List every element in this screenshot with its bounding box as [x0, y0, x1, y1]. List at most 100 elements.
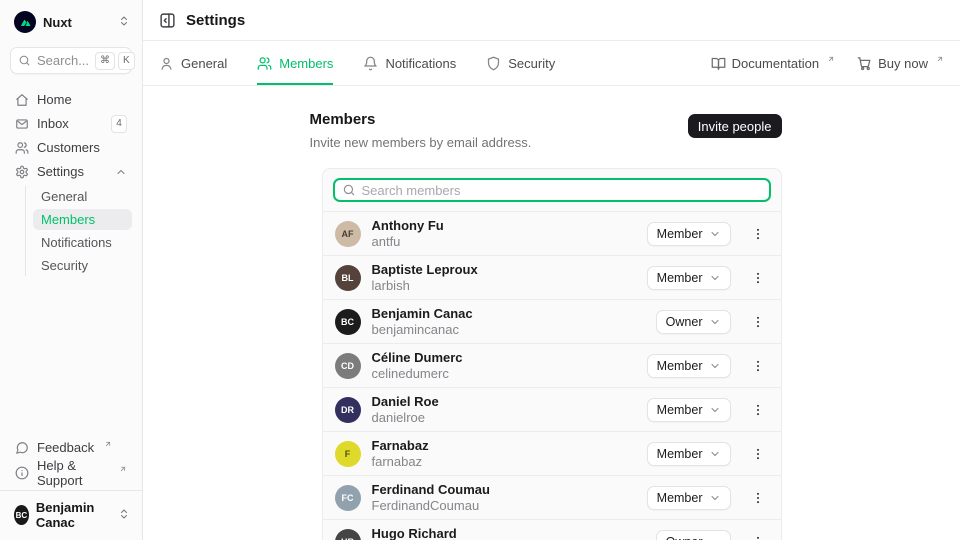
search-icon: [342, 183, 356, 197]
tabs: General Members Notifications Security: [159, 41, 555, 85]
settings-subnav: General Members Notifications Security: [25, 186, 132, 276]
sidebar-nav: Home Inbox 4 Customers Settings General …: [10, 88, 132, 276]
avatar: FC: [334, 484, 361, 511]
tab-members[interactable]: Members: [257, 41, 334, 85]
external-link-icon: [936, 55, 944, 63]
avatar: BL: [334, 264, 361, 291]
role-select[interactable]: Member: [646, 353, 731, 378]
bell-icon: [363, 56, 378, 71]
row-menu-button[interactable]: [747, 530, 769, 540]
info-circle-icon: [15, 466, 29, 480]
book-open-icon: [711, 56, 726, 71]
buy-now-link[interactable]: Buy now: [857, 55, 944, 72]
role-select[interactable]: Member: [646, 485, 731, 510]
member-username: antfu: [371, 234, 401, 249]
workspace-switcher[interactable]: Nuxt: [10, 9, 132, 35]
sidebar-item-home[interactable]: Home: [10, 88, 132, 111]
sidebar-item-label: Home: [37, 92, 72, 107]
sidebar-item-inbox[interactable]: Inbox 4: [10, 112, 132, 135]
member-username: farnabaz: [371, 454, 423, 469]
search-members-field[interactable]: [332, 178, 771, 202]
role-select[interactable]: Owner: [655, 309, 731, 334]
shopping-cart-icon: [857, 56, 872, 71]
sidebar-item-label: Settings: [37, 164, 84, 179]
search-label: Search...: [37, 53, 90, 68]
chevron-down-icon: [709, 228, 721, 240]
tab-label: Members: [279, 55, 334, 71]
role-select[interactable]: Owner: [655, 529, 731, 540]
chevron-up-icon: [115, 166, 127, 178]
chevron-down-icon: [709, 272, 721, 284]
users-icon: [257, 56, 272, 71]
inbox-icon: [15, 117, 29, 131]
user-menu[interactable]: BC Benjamin Canac: [10, 491, 132, 532]
sidebar-item-general[interactable]: General: [41, 189, 88, 204]
feedback-link[interactable]: Feedback: [10, 436, 132, 459]
row-menu-button[interactable]: [747, 354, 769, 378]
role-select[interactable]: Member: [646, 221, 731, 246]
buy-now-label: Buy now: [878, 55, 928, 71]
search-input[interactable]: Search... ⌘ K: [10, 47, 135, 74]
chevron-down-icon: [709, 536, 721, 540]
member-username: danielroe: [371, 410, 426, 425]
tab-label: General: [181, 55, 228, 71]
row-menu-button[interactable]: [747, 486, 769, 510]
row-menu-button[interactable]: [747, 266, 769, 290]
member-name: Ferdinand Coumau: [371, 482, 490, 497]
content-area: Members Invite new members by email addr…: [143, 86, 960, 540]
chevron-up-down-icon: [118, 508, 130, 523]
row-menu-button[interactable]: [747, 222, 769, 246]
external-link-icon: [119, 465, 127, 473]
row-menu-button[interactable]: [747, 442, 769, 466]
nuxt-logo-icon: [14, 11, 36, 33]
collapse-sidebar-icon[interactable]: [159, 12, 176, 29]
sidebar-item-settings[interactable]: Settings: [10, 160, 132, 183]
user-name: Benjamin Canac: [35, 500, 95, 530]
sidebar-item-security[interactable]: Security: [41, 258, 88, 273]
page-title: Settings: [186, 11, 246, 29]
chevron-down-icon: [709, 492, 721, 504]
sidebar: Nuxt Search... ⌘ K Home Inbox 4: [0, 0, 143, 540]
members-section: Members Invite new members by email addr…: [310, 111, 782, 540]
member-row: AF Anthony Fu antfu Member: [322, 211, 781, 255]
documentation-link[interactable]: Documentation: [711, 55, 835, 72]
chevron-down-icon: [709, 316, 721, 328]
chevron-up-down-icon: [118, 15, 130, 30]
help-support-link[interactable]: Help & Support: [10, 458, 132, 488]
search-members-input[interactable]: [361, 182, 762, 198]
chevron-down-icon: [709, 448, 721, 460]
section-title: Members: [309, 111, 376, 128]
sidebar-item-notifications[interactable]: Notifications: [41, 235, 112, 250]
role-select[interactable]: Member: [646, 265, 731, 290]
avatar: HR: [334, 528, 361, 540]
member-name: Hugo Richard: [371, 526, 457, 540]
sidebar-footer: Feedback Help & Support: [10, 436, 132, 490]
row-menu-button[interactable]: [747, 310, 769, 334]
sidebar-item-customers[interactable]: Customers: [10, 136, 132, 159]
member-row: HR Hugo Richardhugorcd Owner: [322, 519, 781, 540]
tab-general[interactable]: General: [159, 41, 227, 85]
sidebar-item-label: Customers: [37, 140, 100, 155]
role-select[interactable]: Member: [646, 397, 731, 422]
role-select[interactable]: Member: [646, 441, 731, 466]
member-row: F Farnabaz farnabaz Member: [322, 431, 781, 475]
tab-notifications[interactable]: Notifications: [363, 41, 456, 85]
chevron-down-icon: [709, 404, 721, 416]
row-menu-button[interactable]: [747, 398, 769, 422]
avatar: BC: [334, 308, 361, 335]
members-section-header: Members Invite new members by email addr…: [310, 111, 782, 150]
search-kbd: ⌘ K: [95, 51, 135, 70]
shield-icon: [486, 56, 501, 71]
message-bubble-icon: [15, 441, 29, 455]
users-icon: [15, 141, 29, 155]
member-name: Céline Dumerc: [371, 350, 463, 365]
tab-security[interactable]: Security: [486, 41, 555, 85]
member-row: BC Benjamin Canac benjamincanac Owner: [322, 299, 781, 343]
invite-people-button[interactable]: Invite people: [687, 114, 782, 138]
avatar: AF: [334, 220, 361, 247]
sidebar-item-members[interactable]: Members: [33, 209, 132, 230]
tab-label: Security: [508, 55, 556, 71]
member-username: FerdinandCoumau: [371, 498, 480, 513]
header-links: Documentation Buy now: [711, 41, 944, 85]
